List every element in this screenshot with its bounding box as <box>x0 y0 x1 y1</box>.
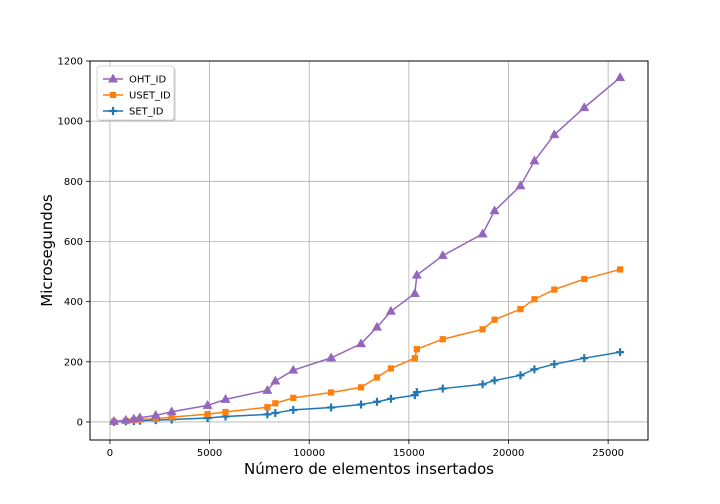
data-point <box>616 266 624 273</box>
series-oht-id <box>108 72 626 425</box>
data-point <box>150 409 161 419</box>
data-point <box>357 384 365 391</box>
data-point <box>579 102 590 112</box>
legend-label: SET_ID <box>129 107 164 118</box>
data-point <box>271 408 280 417</box>
data-point <box>551 286 558 293</box>
axis-ticks: 0 5000 10000 15000 20000 25000 0 200 400 600 800 10… <box>58 57 625 460</box>
y-tick-label: 1000 <box>58 117 83 128</box>
x-tick-label: 25000 <box>592 448 624 459</box>
y-tick-label: 400 <box>64 297 83 308</box>
data-point <box>328 389 335 396</box>
data-point <box>263 410 272 419</box>
data-point <box>109 91 117 99</box>
data-point <box>386 394 395 403</box>
data-point <box>412 388 421 397</box>
series-set-id <box>109 348 625 426</box>
data-point <box>288 364 299 374</box>
data-point <box>478 380 487 389</box>
y-tick-label: 600 <box>64 237 83 248</box>
x-tick-label: 0 <box>107 448 113 459</box>
legend-label: OHT_ID <box>129 75 166 86</box>
data-point <box>489 205 500 215</box>
data-point <box>168 414 175 421</box>
x-axis-title: Número de elementos insertados <box>244 460 494 478</box>
data-point <box>272 400 279 407</box>
data-point <box>549 129 560 139</box>
data-point <box>290 394 297 402</box>
legend: OHT_ID USET_ID SET_ID <box>96 65 176 122</box>
data-point <box>615 72 626 81</box>
data-point <box>222 408 229 416</box>
data-point <box>107 73 119 83</box>
legend-entry: USET_ID <box>103 91 171 102</box>
data-point <box>326 352 337 362</box>
data-point <box>491 316 498 323</box>
data-point <box>439 336 446 343</box>
data-point <box>204 411 211 418</box>
legend-entry: OHT_ID <box>103 73 166 86</box>
data-point <box>529 155 540 165</box>
data-point <box>355 338 367 348</box>
data-point <box>357 400 366 409</box>
data-point <box>580 354 589 363</box>
series-line <box>113 76 621 423</box>
data-point <box>517 306 524 313</box>
data-point <box>262 384 273 394</box>
data-point <box>437 250 448 260</box>
series-layer <box>108 72 626 426</box>
y-tick-label: 800 <box>64 177 83 188</box>
data-point <box>371 321 383 331</box>
x-tick-label: 15000 <box>393 448 425 459</box>
y-tick-label: 1200 <box>58 57 83 68</box>
data-point <box>516 371 525 380</box>
data-point <box>409 288 420 297</box>
data-point <box>120 414 131 424</box>
data-point <box>134 412 145 422</box>
series-line <box>113 351 621 423</box>
y-tick-label: 200 <box>64 357 83 368</box>
legend-entry: SET_ID <box>103 107 164 118</box>
x-tick-label: 10000 <box>293 448 325 459</box>
series-line <box>113 268 621 423</box>
data-point <box>109 107 117 115</box>
data-point <box>616 348 625 357</box>
legend-label: USET_ID <box>129 91 171 102</box>
series-uset-id <box>110 266 624 425</box>
data-point <box>477 228 488 238</box>
data-point <box>438 384 447 393</box>
data-point <box>264 404 271 411</box>
data-point <box>327 403 336 412</box>
data-point <box>515 180 526 190</box>
x-tick-label: 20000 <box>493 448 525 459</box>
data-point <box>387 365 395 372</box>
data-point <box>490 376 499 385</box>
data-point <box>411 355 418 362</box>
plot-frame <box>89 60 649 441</box>
y-axis-title: Microsegundos <box>38 194 56 307</box>
data-point <box>479 326 486 333</box>
data-point <box>289 405 298 414</box>
data-point <box>581 275 588 283</box>
data-point <box>373 374 381 381</box>
data-point <box>270 375 281 385</box>
data-point <box>530 365 539 374</box>
data-point <box>550 360 559 369</box>
data-point <box>411 269 422 279</box>
data-point <box>385 305 396 315</box>
data-point <box>413 346 420 353</box>
x-tick-label: 5000 <box>197 448 222 459</box>
data-point <box>202 399 213 409</box>
y-tick-label: 0 <box>77 417 83 428</box>
data-point <box>220 393 231 403</box>
data-point <box>166 406 177 416</box>
data-point <box>531 296 538 303</box>
data-point <box>108 415 119 425</box>
data-point <box>372 397 381 406</box>
